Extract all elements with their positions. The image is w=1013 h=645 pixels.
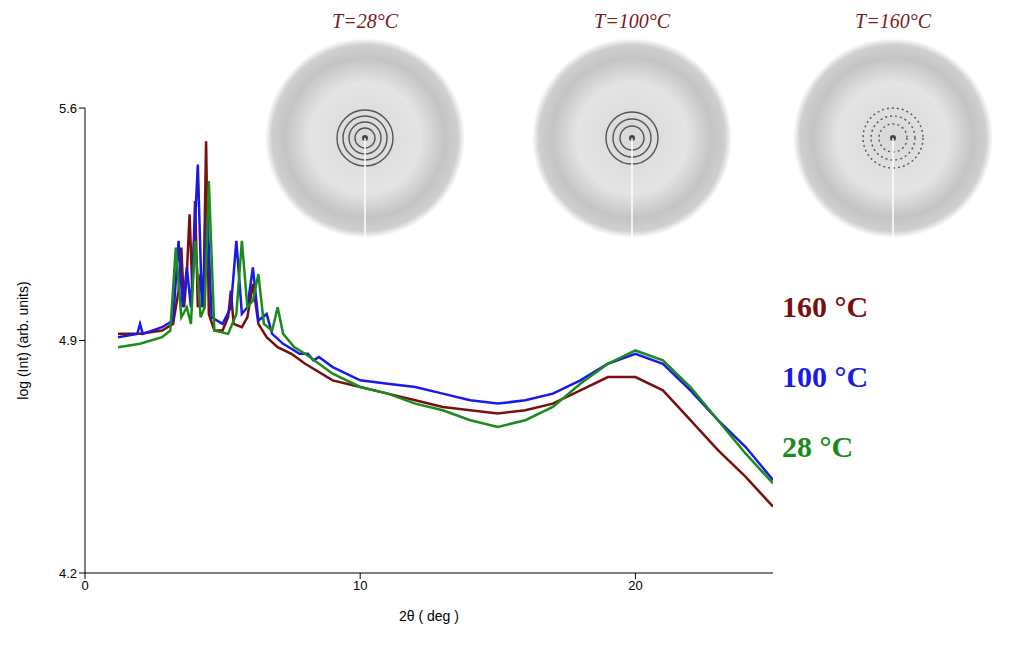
svg-text:0: 0	[81, 578, 88, 593]
svg-text:20: 20	[628, 578, 642, 593]
svg-text:10: 10	[353, 578, 367, 593]
html-text:100 °C: 100 °C	[782, 360, 869, 393]
svg-text:4.2: 4.2	[59, 566, 77, 581]
svg-text:4.9: 4.9	[59, 333, 77, 348]
svg-text:log (Int) (arb. units): log (Int) (arb. units)	[15, 281, 31, 399]
html-text:160 °C: 160 °C	[782, 290, 869, 323]
html-text:T=28°C: T=28°C	[332, 10, 398, 32]
html-text:T=160°C: T=160°C	[855, 10, 931, 32]
html-text:T=100°C: T=100°C	[594, 10, 670, 32]
svg-text:2θ ( deg ): 2θ ( deg )	[399, 608, 459, 624]
html-text:28 °C: 28 °C	[782, 430, 854, 463]
svg-text:5.6: 5.6	[59, 101, 77, 116]
